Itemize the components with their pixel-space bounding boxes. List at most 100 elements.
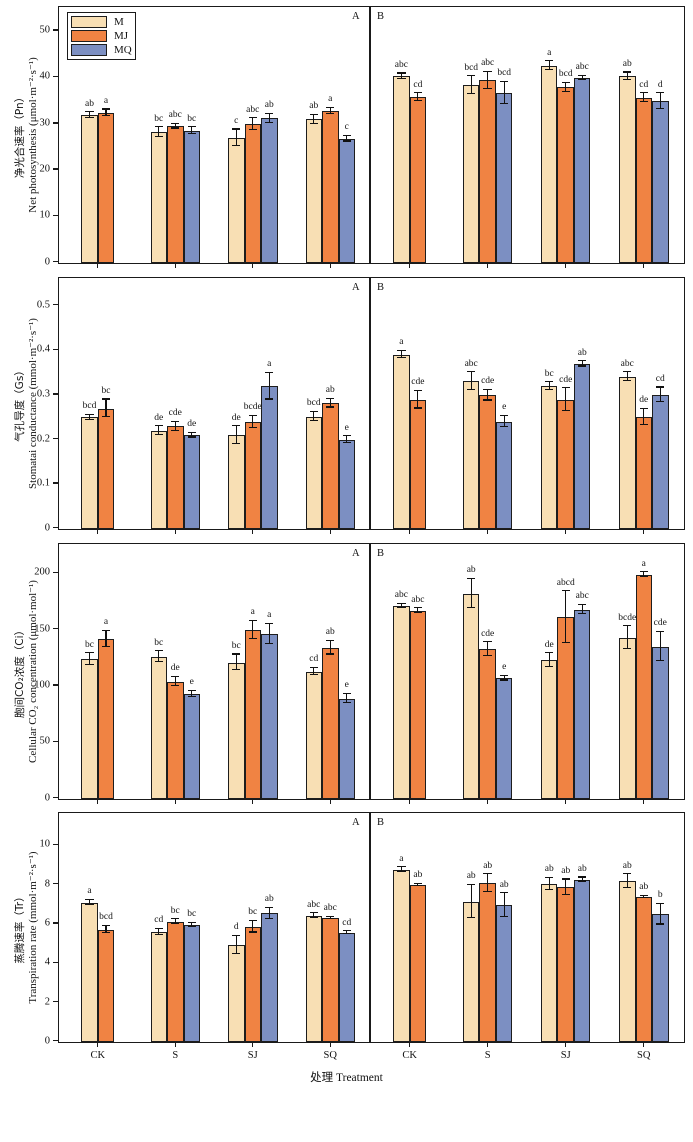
error-cap-upper: [483, 70, 492, 73]
error-cap-lower: [639, 575, 648, 577]
bar-ci-b-sj-m: [540, 660, 558, 799]
y-axis-tick-label: 20: [39, 163, 51, 175]
bar-gs-b-ck-mj: [409, 399, 427, 529]
error-cap-upper: [499, 414, 509, 417]
x-axis-tick: [486, 1042, 489, 1047]
y-axis-title-gs: 气孔导度（Gs） Stomatai conductance (mmol·m⁻²·s…: [14, 277, 41, 530]
error-cap-lower: [309, 122, 318, 124]
significance-label: c: [234, 115, 239, 126]
error-bar: [565, 590, 567, 643]
significance-label: a: [267, 610, 272, 621]
significance-label: ab: [466, 871, 476, 882]
legend-item-m[interactable]: M: [71, 15, 132, 29]
bar-tr-a-sj-m: [228, 945, 245, 1042]
x-axis-tick: [643, 263, 645, 268]
y-axis-title-en: Net photosynthesis (μmol·m⁻²·s⁻¹): [27, 57, 40, 213]
error-cap-upper: [326, 106, 335, 108]
x-axis-label-s: S: [172, 1050, 179, 1061]
bar-pn-a-s-m: [150, 132, 167, 263]
error-cap-lower: [499, 102, 509, 105]
y-axis-tick: [53, 304, 59, 306]
error-cap-lower: [342, 933, 351, 935]
bar-tr-b-sj-mj: [557, 887, 574, 1042]
error-cap-lower: [85, 904, 94, 906]
error-cap-upper: [545, 876, 554, 878]
error-bar: [88, 413, 91, 419]
error-cap-upper: [466, 75, 476, 77]
error-bar: [313, 666, 315, 674]
y-axis-tick: [53, 961, 59, 963]
error-cap-upper: [578, 360, 587, 362]
error-bar: [252, 919, 254, 932]
error-cap-upper: [248, 117, 257, 119]
x-axis-tick: [174, 1042, 176, 1047]
x-axis-tick: [643, 1042, 645, 1047]
significance-label: e: [344, 422, 349, 433]
error-cap-lower: [545, 665, 554, 667]
significance-label: ab: [639, 882, 649, 893]
significance-label: a: [267, 359, 272, 370]
legend-item-mj[interactable]: MJ: [71, 29, 132, 43]
bar-gs-a-ck-mj: [97, 408, 115, 529]
y-axis-tick-label: 0.2: [36, 433, 50, 445]
significance-label: cde: [481, 376, 495, 387]
bar-tr-a-ck-mj: [97, 929, 115, 1042]
significance-label: bcd: [464, 62, 479, 73]
error-cap-lower: [265, 643, 274, 645]
x-axis-label-ck: CK: [90, 1050, 106, 1061]
x-axis-tick: [97, 529, 99, 534]
y-axis-tick-label: 4: [44, 956, 50, 968]
legend-swatch-mj: [71, 30, 107, 42]
significance-label: bcd: [306, 398, 321, 409]
error-cap-upper: [171, 675, 180, 678]
y-axis-tick: [53, 437, 59, 440]
bar-ci-a-s-m: [150, 656, 167, 799]
y-axis-title-pn: 净光合速率（Pn） Net photosynthesis (μmol·m⁻²·s⁻…: [14, 6, 41, 264]
error-bar: [548, 60, 550, 69]
bar-tr-b-ck-mj: [409, 885, 427, 1042]
legend-item-mq[interactable]: MQ: [71, 43, 132, 57]
error-cap-lower: [342, 140, 351, 142]
error-cap-lower: [466, 92, 476, 94]
error-cap-lower: [187, 132, 196, 134]
significance-label: c: [344, 122, 349, 133]
error-cap-upper: [326, 915, 335, 918]
y-axis-title-en: Cellular CO₂ concentration (μmol·mol⁻¹): [27, 580, 40, 763]
y-axis-tick-label: 30: [39, 117, 51, 129]
error-cap-upper: [578, 603, 587, 605]
bar-pn-b-ck-m: [393, 76, 410, 263]
error-cap-lower: [171, 429, 180, 431]
error-cap-upper: [413, 92, 423, 94]
significance-label: bcd: [558, 69, 573, 80]
error-cap-lower: [187, 436, 196, 438]
error-cap-lower: [326, 406, 335, 408]
bar-pn-b-s-mq: [495, 92, 513, 263]
significance-label: cde: [481, 628, 495, 639]
bar-ci-b-s-mj: [479, 648, 496, 799]
y-axis-title-tr: 蒸腾速率（Tr） Transpiration rate (mmol·m⁻²·s⁻¹…: [14, 812, 41, 1043]
significance-label: de: [154, 412, 164, 423]
error-cap-lower: [561, 642, 570, 644]
legend-label: MJ: [114, 29, 129, 42]
error-bar: [268, 906, 270, 918]
significance-label: cde: [653, 618, 667, 629]
x-axis-tick: [329, 1042, 331, 1047]
error-bar: [503, 892, 505, 916]
error-cap-upper: [561, 387, 570, 389]
error-cap-lower: [326, 653, 335, 655]
error-bar: [191, 126, 193, 133]
y-axis-tick-label: 0: [44, 522, 50, 534]
y-axis-tick: [53, 843, 59, 846]
bar-tr-b-sj-mq: [573, 879, 591, 1042]
error-cap-upper: [232, 934, 241, 937]
x-axis-tick: [565, 263, 567, 268]
error-cap-lower: [342, 701, 351, 704]
bar-pn-a-sj-mq: [261, 118, 278, 263]
chart-legend[interactable]: M MJ MQ: [67, 12, 136, 60]
bar-tr-b-sq-mq: [652, 914, 669, 1042]
bar-tr-b-s-mj: [479, 883, 496, 1042]
error-cap-lower: [656, 660, 665, 662]
error-bar: [191, 689, 193, 697]
